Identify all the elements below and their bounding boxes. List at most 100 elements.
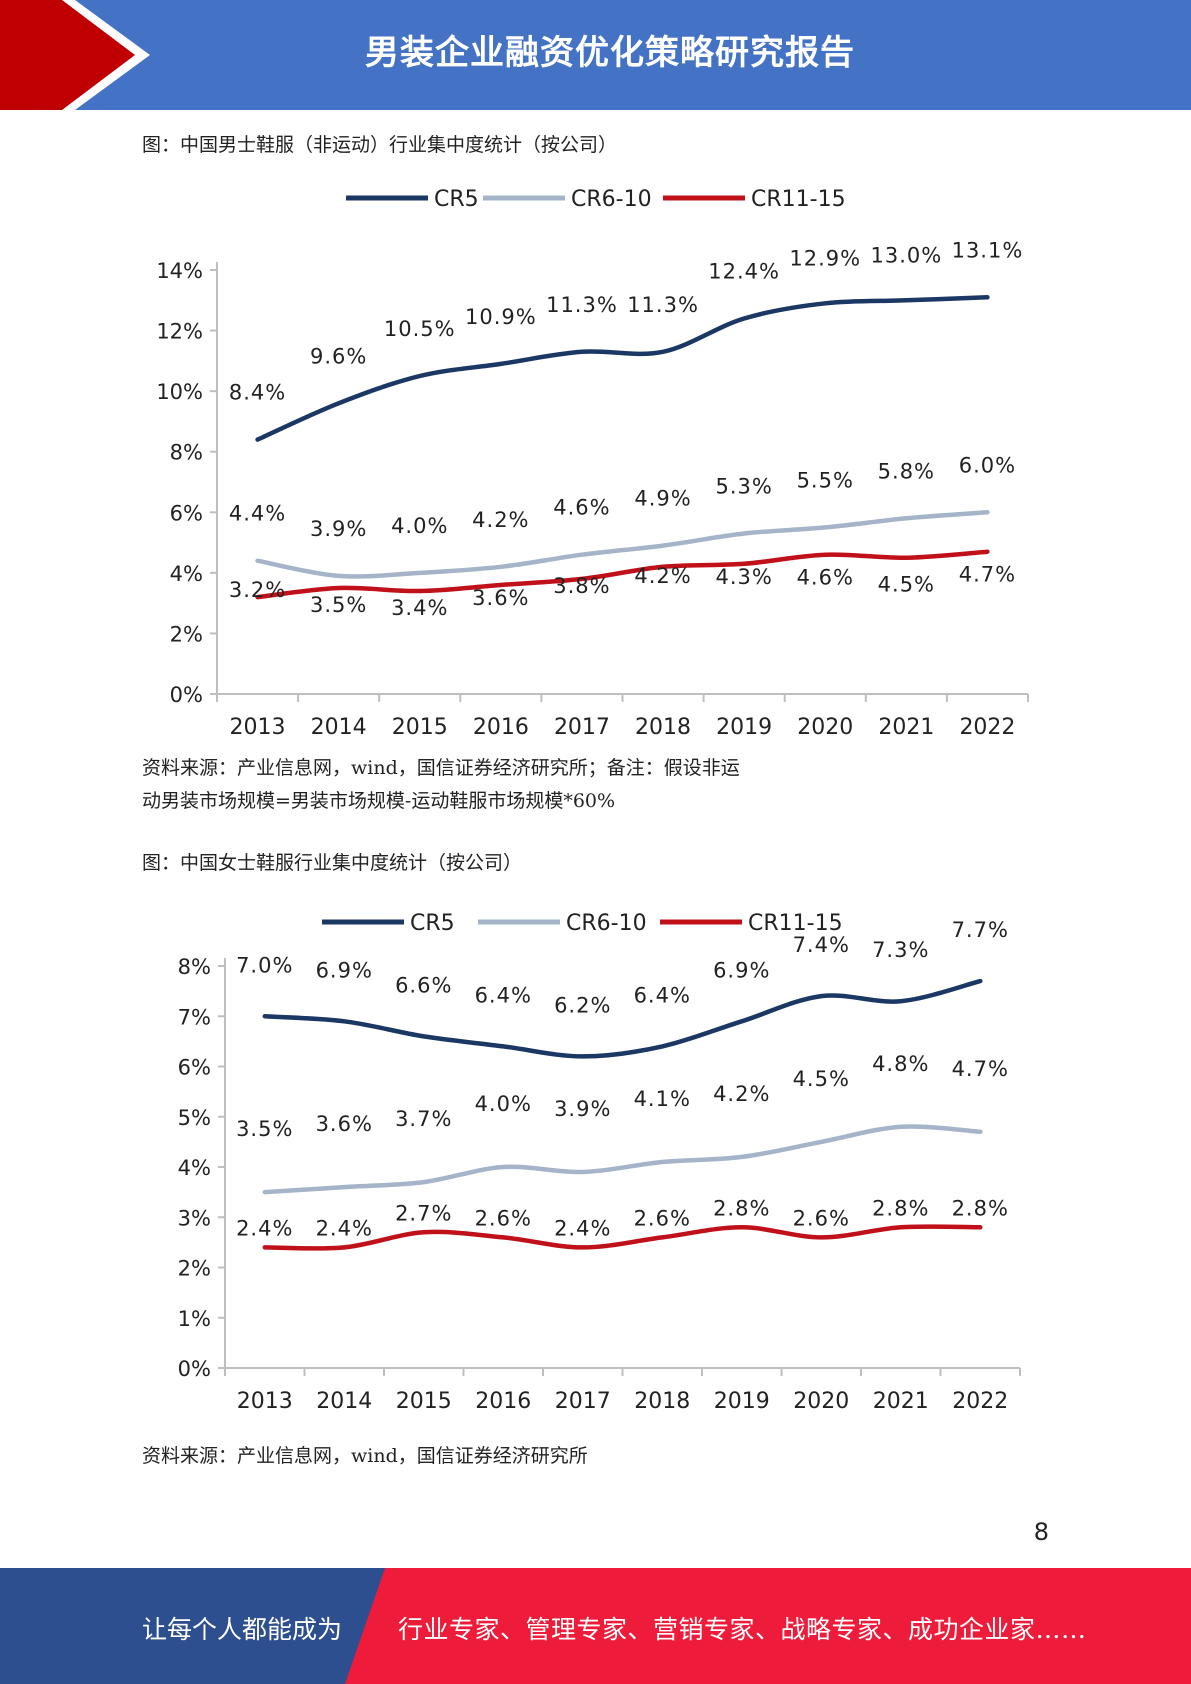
footer-banner	[0, 1568, 1191, 1684]
chart-mens-concentration: CR5 CR6-10 CR11-15 0% 2% 4% 6% 8% 10% 12% 14% 2013 2…	[156, 187, 1029, 740]
y-tick-label: 10%	[156, 380, 203, 404]
data-label: 3.4%	[391, 596, 448, 620]
header-bar	[0, 0, 1191, 110]
data-label: 4.0%	[391, 514, 448, 538]
data-label: 3.6%	[472, 586, 529, 610]
x-tick-label: 2014	[316, 1389, 372, 1414]
data-label: 3.5%	[236, 1117, 293, 1141]
data-label: 4.0%	[475, 1092, 532, 1116]
data-label: 7.7%	[952, 918, 1009, 942]
report-title: 男装企业融资优化策略研究报告	[365, 33, 855, 73]
data-label: 4.9%	[634, 487, 691, 511]
series-line-1	[262, 1124, 983, 1195]
data-label: 4.2%	[472, 508, 529, 532]
legend-label-1: CR6-10	[566, 911, 647, 936]
y-tick-label: 12%	[156, 320, 203, 344]
x-tick-label: 2020	[793, 1389, 849, 1414]
data-label: 7.3%	[872, 938, 929, 962]
x-tick-label: 2013	[230, 715, 286, 740]
data-label: 4.7%	[952, 1057, 1009, 1081]
x-tick-label: 2022	[952, 1389, 1008, 1414]
data-label: 3.2%	[229, 578, 286, 602]
x-tick-label: 2016	[473, 715, 529, 740]
x-tick-label: 2014	[311, 715, 367, 740]
footer-slogan-left: 让每个人都能成为	[142, 1615, 343, 1644]
data-label: 2.6%	[475, 1206, 532, 1230]
data-label: 2.4%	[554, 1216, 611, 1240]
data-label: 3.9%	[554, 1097, 611, 1121]
x-tick-label: 2015	[396, 1389, 452, 1414]
data-label: 2.8%	[713, 1196, 770, 1220]
data-label: 4.3%	[715, 565, 772, 589]
y-tick-label: 2%	[178, 1257, 211, 1281]
y-tick-label: 6%	[178, 1056, 211, 1080]
footer-slogan-right: 行业专家、管理专家、营销专家、战略专家、成功企业家……	[398, 1615, 1087, 1644]
x-tick-label: 2021	[878, 715, 934, 740]
data-label: 2.6%	[793, 1206, 850, 1230]
data-label: 10.9%	[465, 305, 537, 329]
x-tick-label: 2019	[714, 1389, 770, 1414]
y-tick-label: 0%	[178, 1357, 211, 1381]
series-line-1	[255, 510, 990, 579]
y-tick-label: 6%	[170, 501, 203, 525]
data-label: 6.2%	[554, 993, 611, 1017]
x-tick-label: 2015	[392, 715, 448, 740]
y-tick-label: 14%	[156, 259, 203, 283]
data-label: 4.5%	[793, 1067, 850, 1091]
data-label: 4.6%	[553, 496, 610, 520]
data-label: 6.6%	[395, 973, 452, 997]
series-line-2	[255, 549, 990, 600]
data-label: 9.6%	[310, 344, 367, 368]
x-tick-label: 2022	[959, 715, 1015, 740]
x-tick-label: 2021	[873, 1389, 929, 1414]
figure1-source-line2: 动男装市场规模=男装市场规模-运动鞋服市场规模*60%	[142, 790, 616, 812]
legend-label-2: CR11-15	[751, 187, 846, 212]
data-label: 3.6%	[316, 1112, 373, 1136]
y-tick-label: 2%	[170, 622, 203, 646]
x-tick-label: 2017	[555, 1389, 611, 1414]
data-label: 3.8%	[553, 574, 610, 598]
x-tick-label: 2017	[554, 715, 610, 740]
data-label: 12.4%	[708, 259, 780, 283]
data-label: 6.4%	[634, 983, 691, 1007]
data-label: 4.5%	[878, 573, 935, 597]
page-number: 8	[1033, 1518, 1049, 1546]
data-label: 6.9%	[316, 958, 373, 982]
x-tick-label: 2016	[475, 1389, 531, 1414]
series-line-0	[262, 978, 983, 1059]
data-label: 4.7%	[959, 563, 1016, 587]
x-tick-label: 2013	[237, 1389, 293, 1414]
data-label: 4.2%	[713, 1082, 770, 1106]
y-tick-label: 0%	[170, 683, 203, 707]
data-label: 4.6%	[797, 566, 854, 590]
figure1-source: 资料来源：产业信息网，wind，国信证券经济研究所；备注：假设非运 动男装市场规…	[142, 752, 822, 818]
header-chevron-logo	[0, 0, 150, 110]
data-label: 12.9%	[789, 246, 861, 270]
y-tick-label: 1%	[178, 1307, 211, 1331]
figure2-caption: 图：中国女士鞋服行业集中度统计（按公司）	[142, 852, 523, 874]
data-label: 4.1%	[634, 1087, 691, 1111]
figure1-caption: 图：中国男士鞋服（非运动）行业集中度统计（按公司）	[142, 134, 618, 156]
legend-label-2: CR11-15	[748, 911, 843, 936]
y-tick-label: 3%	[178, 1206, 211, 1230]
data-label: 11.3%	[546, 293, 618, 317]
data-label: 5.5%	[797, 468, 854, 492]
data-label: 2.6%	[634, 1206, 691, 1230]
y-tick-label: 5%	[178, 1106, 211, 1130]
y-tick-label: 4%	[170, 562, 203, 586]
legend-label-0: CR5	[434, 187, 479, 212]
data-label: 3.9%	[310, 517, 367, 541]
data-label: 4.8%	[872, 1052, 929, 1076]
data-label: 2.8%	[872, 1196, 929, 1220]
y-tick-label: 8%	[178, 955, 211, 979]
data-label: 2.7%	[395, 1201, 452, 1225]
y-tick-label: 4%	[178, 1156, 211, 1180]
data-label: 3.7%	[395, 1107, 452, 1131]
data-label: 5.8%	[878, 459, 935, 483]
data-label: 8.4%	[229, 381, 286, 405]
chart-womens-concentration: CR5 CR6-10 CR11-15 0% 1% 2% 3% 4% 5% 6% 7% 8% 2013 20…	[178, 911, 1021, 1414]
data-label: 2.4%	[236, 1216, 293, 1240]
x-tick-label: 2019	[716, 715, 772, 740]
y-tick-label: 8%	[170, 441, 203, 465]
data-label: 4.2%	[634, 564, 691, 588]
